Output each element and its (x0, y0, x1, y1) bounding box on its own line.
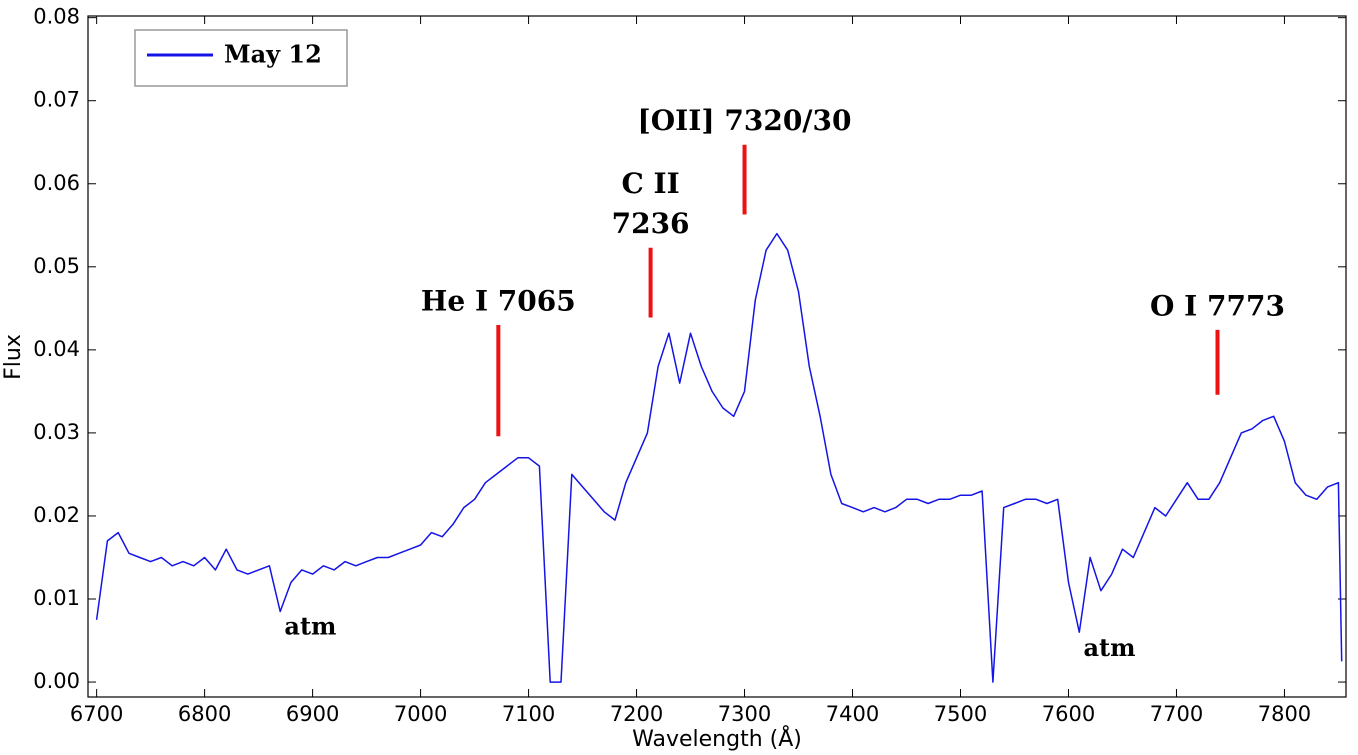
annotation-label: He I 7065 (421, 284, 576, 317)
x-tick-label: 7800 (1258, 702, 1311, 726)
x-tick-label: 7300 (718, 702, 771, 726)
x-tick-label: 7200 (610, 702, 663, 726)
x-tick-label: 6700 (70, 702, 123, 726)
x-tick-label: 7600 (1042, 702, 1095, 726)
annotation-label: O I 7773 (1150, 289, 1285, 322)
x-tick-label: 7400 (826, 702, 879, 726)
y-axis-label: Flux (1, 334, 26, 380)
y-tick-label: 0.06 (33, 171, 80, 195)
spectrum-line (95, 232, 1343, 683)
y-tick-label: 0.01 (33, 586, 80, 610)
y-tick-label: 0.08 (33, 5, 80, 29)
y-tick-label: 0.05 (33, 254, 80, 278)
x-tick-label: 7700 (1150, 702, 1203, 726)
legend-box (134, 29, 348, 87)
annotation-label: 7236 (612, 207, 690, 240)
y-tick-label: 0.00 (33, 669, 80, 693)
x-tick-label: 6800 (178, 702, 231, 726)
x-axis-label: Wavelength (Å) (632, 725, 802, 752)
annotation-label: C II (621, 167, 679, 200)
legend-label: May 12 (224, 40, 322, 69)
x-tick-label: 7000 (394, 702, 447, 726)
annotation-label: atm (1084, 633, 1136, 662)
plot-frame (87, 15, 1347, 698)
y-tick-label: 0.04 (33, 337, 80, 361)
x-tick-label: 7500 (934, 702, 987, 726)
y-tick-label: 0.02 (33, 503, 80, 527)
annotation-label: [OII] 7320/30 (638, 104, 852, 137)
y-tick-label: 0.03 (33, 420, 80, 444)
y-tick-label: 0.07 (33, 88, 80, 112)
annotation-label: atm (284, 612, 336, 641)
x-tick-label: 7100 (502, 702, 555, 726)
x-tick-label: 6900 (286, 702, 339, 726)
